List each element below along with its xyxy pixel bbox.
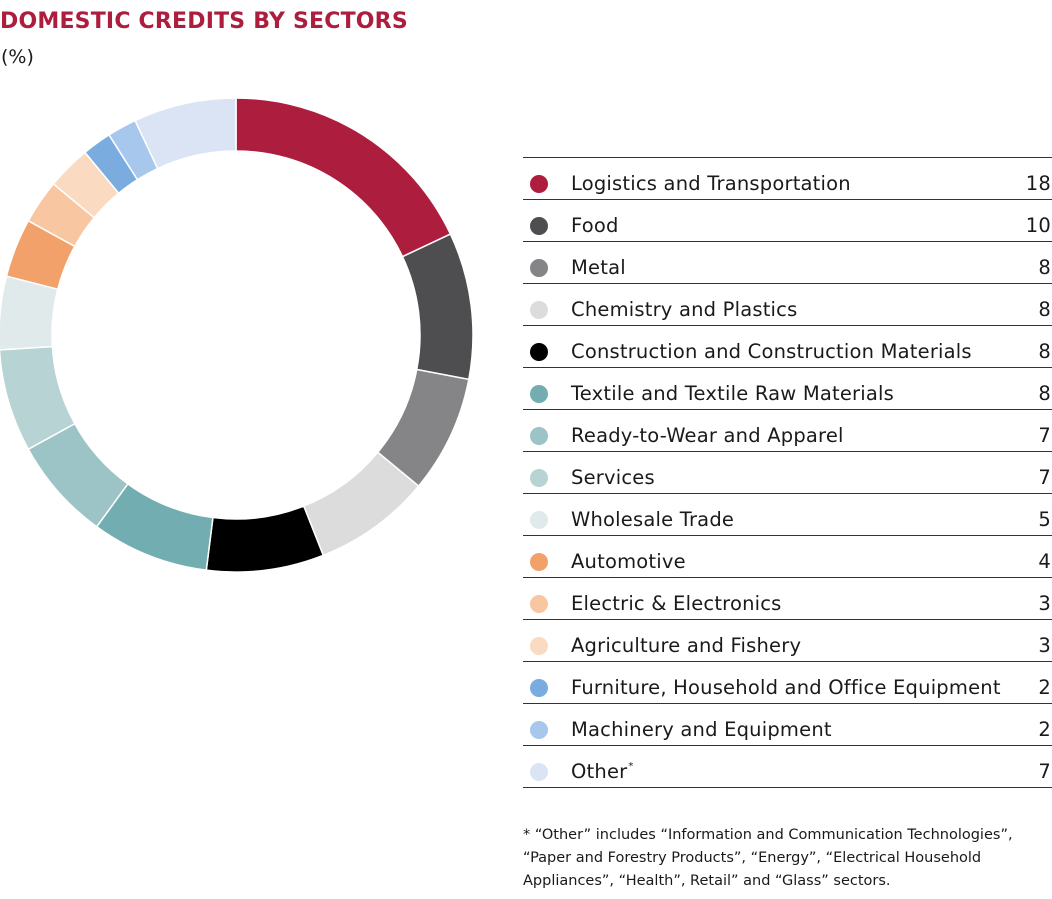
legend-value: 10 (1025, 214, 1051, 237)
legend-row: Metal 8 (523, 242, 1052, 284)
legend-swatch-icon (530, 175, 548, 193)
legend-value: 7 (1038, 424, 1051, 447)
slice-logistics-and-transportation (235, 98, 452, 258)
legend-value: 7 (1038, 760, 1051, 783)
legend-value: 5 (1038, 508, 1051, 531)
legend-row: Food 10 (523, 200, 1052, 242)
legend-label: Logistics and Transportation (571, 172, 851, 195)
legend-swatch-icon (530, 637, 548, 655)
legend-table: Logistics and Transportation 18 Food 10 Meta… (523, 157, 1052, 788)
legend-row: Automotive 4 (523, 536, 1052, 578)
donut-chart (0, 98, 474, 572)
footnote-marker: * (628, 761, 634, 772)
legend-swatch-icon (530, 763, 548, 781)
legend-label: Electric & Electronics (571, 592, 782, 615)
legend-value: 3 (1038, 634, 1051, 657)
legend-row: Ready-to-Wear and Apparel 7 (523, 410, 1052, 452)
legend-value: 3 (1038, 592, 1051, 615)
legend-row: Services 7 (523, 452, 1052, 494)
legend-value: 7 (1038, 466, 1051, 489)
legend-swatch-icon (530, 427, 548, 445)
legend-row: Textile and Textile Raw Materials 8 (523, 368, 1052, 410)
legend-row: Wholesale Trade 5 (523, 494, 1052, 536)
legend-swatch-icon (530, 553, 548, 571)
legend-swatch-icon (530, 217, 548, 235)
chart-title: DOMESTIC CREDITS BY SECTORS (0, 9, 408, 34)
legend-row: Furniture, Household and Office Equipmen… (523, 662, 1052, 704)
legend-label: Other* (571, 760, 634, 783)
legend-label: Ready-to-Wear and Apparel (571, 424, 844, 447)
unit-label: (%) (1, 46, 34, 68)
legend-label: Furniture, Household and Office Equipmen… (571, 676, 1001, 699)
legend-swatch-icon (530, 301, 548, 319)
legend-row: Logistics and Transportation 18 (523, 158, 1052, 200)
legend-swatch-icon (530, 385, 548, 403)
legend-swatch-icon (530, 679, 548, 697)
legend-value: 8 (1038, 298, 1051, 321)
legend-swatch-icon (530, 259, 548, 277)
legend-swatch-icon (530, 469, 548, 487)
slice-other (134, 98, 237, 170)
legend-row: Machinery and Equipment 2 (523, 704, 1052, 746)
legend-label: Machinery and Equipment (571, 718, 832, 741)
legend-swatch-icon (530, 343, 548, 361)
legend-swatch-icon (530, 595, 548, 613)
legend-row: Construction and Construction Materials 8 (523, 326, 1052, 368)
legend-value: 2 (1038, 676, 1051, 699)
legend-value: 2 (1038, 718, 1051, 741)
legend-label: Metal (571, 256, 626, 279)
legend-label: Chemistry and Plastics (571, 298, 798, 321)
footnote: * “Other” includes “Information and Comm… (523, 827, 1013, 889)
legend-label: Construction and Construction Materials (571, 340, 972, 363)
legend-swatch-icon (530, 511, 548, 529)
slice-food (401, 233, 474, 381)
legend-value: 18 (1025, 172, 1051, 195)
legend-label: Automotive (571, 550, 686, 573)
legend-label: Agriculture and Fishery (571, 634, 802, 657)
legend-value: 4 (1038, 550, 1051, 573)
slice-construction-and-construction-materials (205, 505, 325, 572)
legend-row: Other* 7 (523, 746, 1052, 788)
legend-swatch-icon (530, 721, 548, 739)
legend-row: Chemistry and Plastics 8 (523, 284, 1052, 326)
legend-label: Wholesale Trade (571, 508, 735, 531)
legend-label: Textile and Textile Raw Materials (571, 382, 895, 405)
legend-value: 8 (1038, 256, 1051, 279)
legend-value: 8 (1038, 382, 1051, 405)
legend-label: Services (571, 466, 655, 489)
legend-label: Food (571, 214, 619, 237)
legend-row: Electric & Electronics 3 (523, 578, 1052, 620)
legend-value: 8 (1038, 340, 1051, 363)
legend-row: Agriculture and Fishery 3 (523, 620, 1052, 662)
